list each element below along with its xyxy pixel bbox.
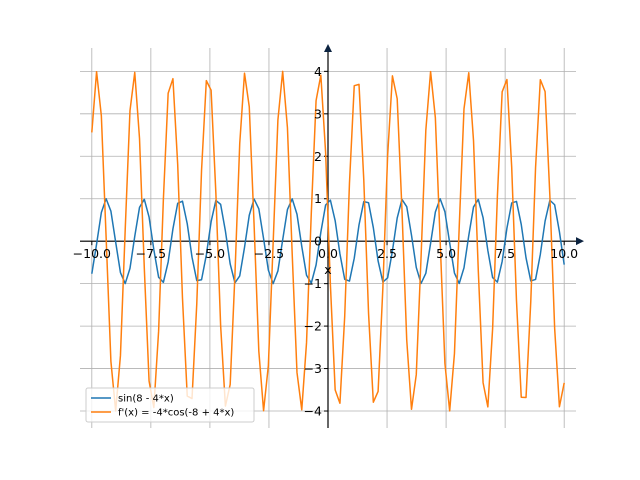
y-tick-label-7: 3 xyxy=(314,106,322,121)
y-tick-label-3: −1 xyxy=(304,276,322,291)
x-tick-label-2: −5.0 xyxy=(195,246,225,261)
x-tick-label-1: −7.5 xyxy=(136,246,166,261)
y-tick-label-5: 1 xyxy=(314,191,322,206)
x-tick-label-7: 7.5 xyxy=(495,246,515,261)
tick-labels: −10.0 −7.5 −5.0 −2.5 0.0 2.5 5.0 7.5 10.0 −4 −3 −2 −… xyxy=(73,64,578,419)
y-tick-label-4: 0 xyxy=(314,234,322,249)
x-tick-label-4: 0.0 xyxy=(318,246,338,261)
legend: sin(8 - 4*x) f'(x) = -4*cos(-8 + 4*x) xyxy=(85,387,255,423)
series-group xyxy=(91,70,565,412)
x-tick-label-5: 2.5 xyxy=(377,246,397,261)
x-tick-label-3: −2.5 xyxy=(254,246,284,261)
x-axis-arrow-icon xyxy=(576,237,584,246)
legend-label-sin: sin(8 - 4*x) xyxy=(118,394,174,405)
legend-box xyxy=(85,387,255,423)
y-tick-label-0: −4 xyxy=(304,404,322,419)
x-axis-label: x xyxy=(324,262,331,277)
y-axis-arrow-icon xyxy=(324,44,332,52)
y-tick-label-8: 4 xyxy=(314,64,322,79)
y-tick-label-1: −3 xyxy=(304,361,322,376)
y-tick-label-6: 2 xyxy=(314,149,322,164)
x-tick-label-0: −10.0 xyxy=(73,246,111,261)
x-tick-label-6: 5.0 xyxy=(436,246,456,261)
legend-label-derivative: f'(x) = -4*cos(-8 + 4*x) xyxy=(118,408,234,419)
y-tick-label-2: −2 xyxy=(304,319,322,334)
x-tick-label-8: 10.0 xyxy=(550,246,578,261)
series-line-derivative xyxy=(91,70,565,412)
